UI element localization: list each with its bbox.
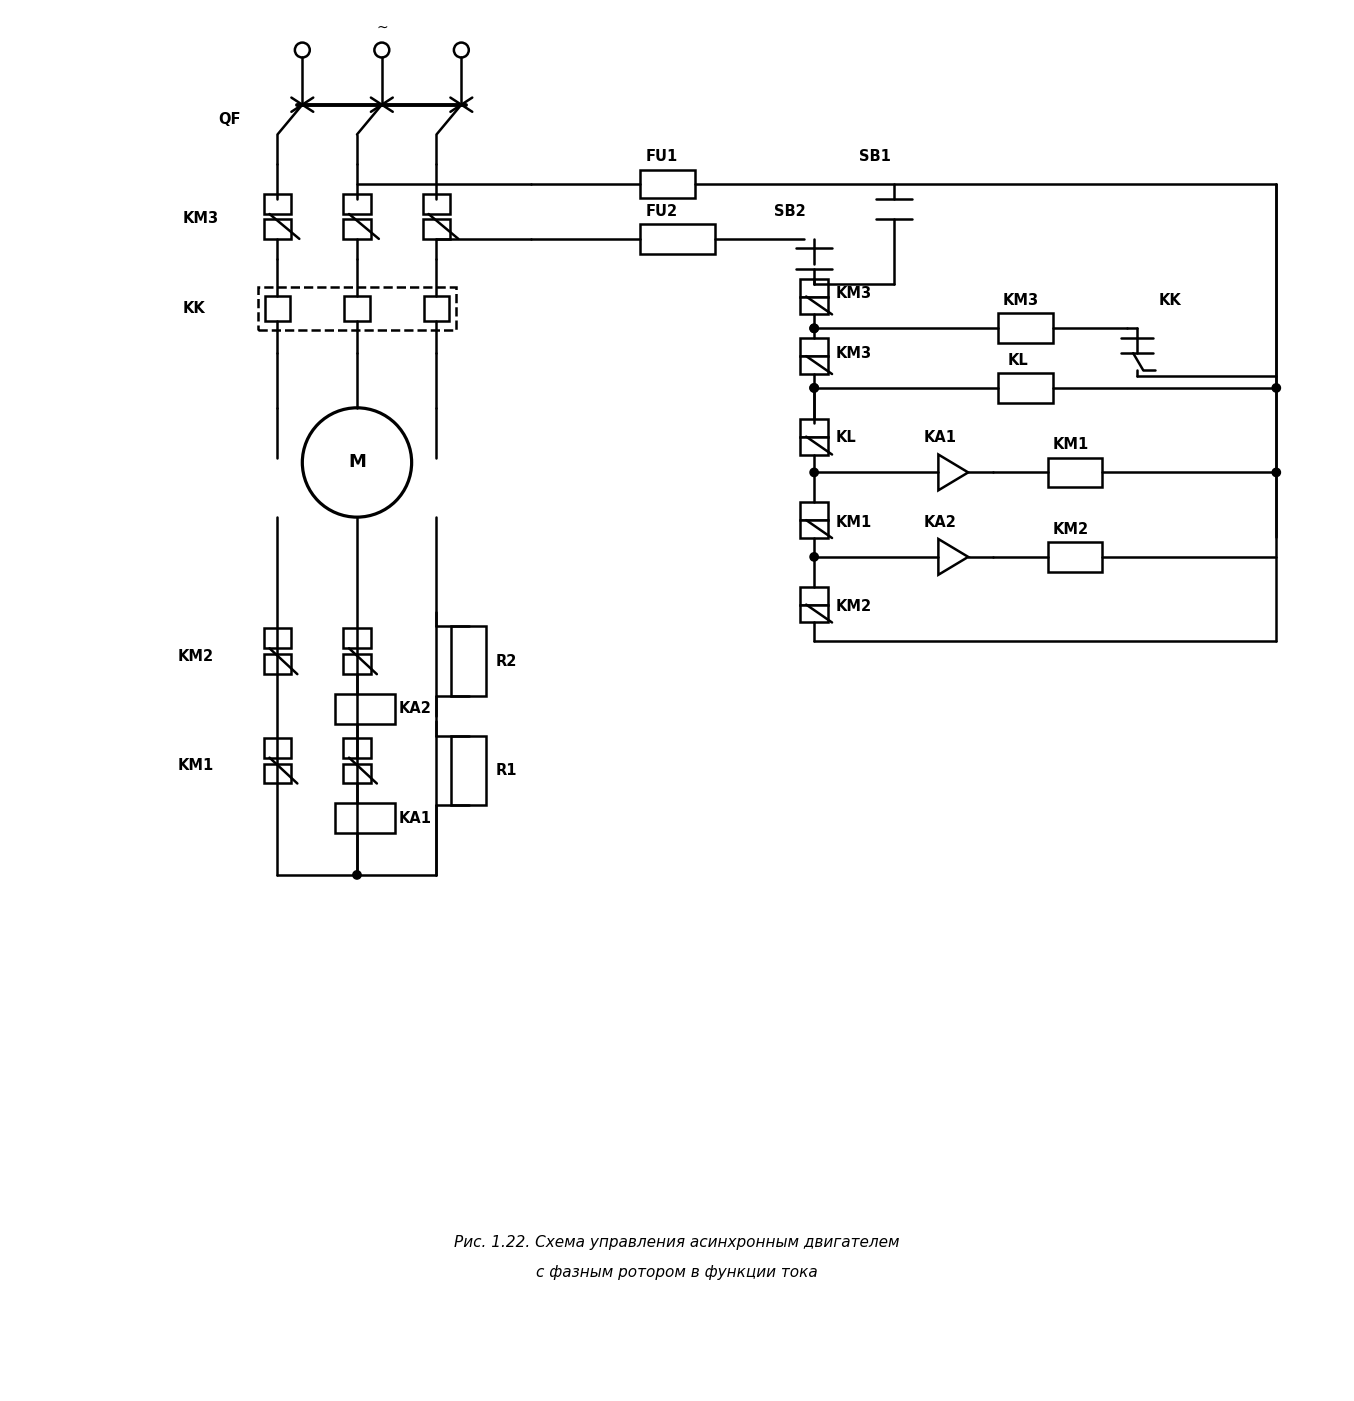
Bar xyxy=(264,629,291,649)
Bar xyxy=(800,520,829,538)
Text: KM3: KM3 xyxy=(835,286,872,301)
Bar xyxy=(264,296,290,321)
Text: FU2: FU2 xyxy=(646,203,677,219)
Bar xyxy=(1048,542,1102,572)
Bar xyxy=(998,314,1052,343)
Bar xyxy=(424,296,450,321)
Text: KL: KL xyxy=(1007,353,1029,367)
Text: KA1: KA1 xyxy=(398,811,432,825)
Text: KM2: KM2 xyxy=(179,649,214,664)
Bar xyxy=(1048,458,1102,488)
Bar xyxy=(800,502,829,520)
Circle shape xyxy=(810,324,818,332)
Text: KK: KK xyxy=(183,301,206,317)
Text: ~: ~ xyxy=(376,21,387,35)
Circle shape xyxy=(810,468,818,476)
Text: KM2: KM2 xyxy=(1052,521,1089,537)
Bar xyxy=(264,195,291,214)
Text: KM1: KM1 xyxy=(179,758,214,773)
Text: SB2: SB2 xyxy=(774,203,806,219)
Bar xyxy=(800,437,829,454)
Text: KL: KL xyxy=(835,430,857,446)
Bar xyxy=(451,626,486,696)
Bar xyxy=(800,279,829,297)
Text: KA1: KA1 xyxy=(923,430,956,446)
Bar xyxy=(422,195,451,214)
Bar xyxy=(800,338,829,356)
Bar xyxy=(336,803,395,834)
Bar xyxy=(343,195,371,214)
Bar xyxy=(800,297,829,314)
Text: KA2: KA2 xyxy=(398,702,432,716)
Text: QF: QF xyxy=(218,112,241,127)
Circle shape xyxy=(1273,384,1281,392)
Bar xyxy=(800,419,829,437)
Text: Рис. 1.22. Схема управления асинхронным двигателем: Рис. 1.22. Схема управления асинхронным … xyxy=(454,1236,900,1250)
Bar xyxy=(336,693,395,724)
Circle shape xyxy=(810,553,818,560)
Text: KM3: KM3 xyxy=(835,346,872,360)
Text: KK: KK xyxy=(1159,293,1182,308)
Circle shape xyxy=(302,408,412,517)
Text: KM1: KM1 xyxy=(1052,437,1089,453)
Bar xyxy=(343,654,371,674)
Bar xyxy=(257,287,456,331)
Text: R1: R1 xyxy=(496,764,517,778)
Circle shape xyxy=(353,871,362,878)
Bar xyxy=(344,296,370,321)
Circle shape xyxy=(810,279,818,287)
Circle shape xyxy=(1273,468,1281,476)
Text: KM3: KM3 xyxy=(1003,293,1039,308)
Bar xyxy=(451,736,486,806)
Circle shape xyxy=(810,384,818,392)
Text: KM3: KM3 xyxy=(183,212,219,227)
Circle shape xyxy=(295,42,310,57)
Circle shape xyxy=(810,324,818,332)
Bar xyxy=(264,764,291,783)
Text: R2: R2 xyxy=(496,654,517,668)
Circle shape xyxy=(374,42,390,57)
Text: SB1: SB1 xyxy=(858,149,891,164)
Text: KM2: KM2 xyxy=(835,600,872,614)
Bar xyxy=(800,587,829,605)
Bar xyxy=(800,356,829,374)
Bar xyxy=(640,171,695,198)
Text: KM1: KM1 xyxy=(835,514,872,530)
Text: FU1: FU1 xyxy=(646,149,677,164)
Bar xyxy=(343,219,371,238)
Text: KA2: KA2 xyxy=(923,514,956,530)
Bar xyxy=(640,224,715,254)
Bar xyxy=(264,738,291,758)
Bar xyxy=(998,373,1052,403)
Bar xyxy=(343,629,371,649)
Text: M: M xyxy=(348,454,366,472)
Bar xyxy=(343,764,371,783)
Bar xyxy=(264,219,291,238)
Bar xyxy=(264,654,291,674)
Text: с фазным ротором в функции тока: с фазным ротором в функции тока xyxy=(536,1265,818,1281)
Circle shape xyxy=(454,42,468,57)
Bar xyxy=(422,219,451,238)
Bar xyxy=(343,738,371,758)
Bar xyxy=(800,605,829,622)
Circle shape xyxy=(810,384,818,392)
